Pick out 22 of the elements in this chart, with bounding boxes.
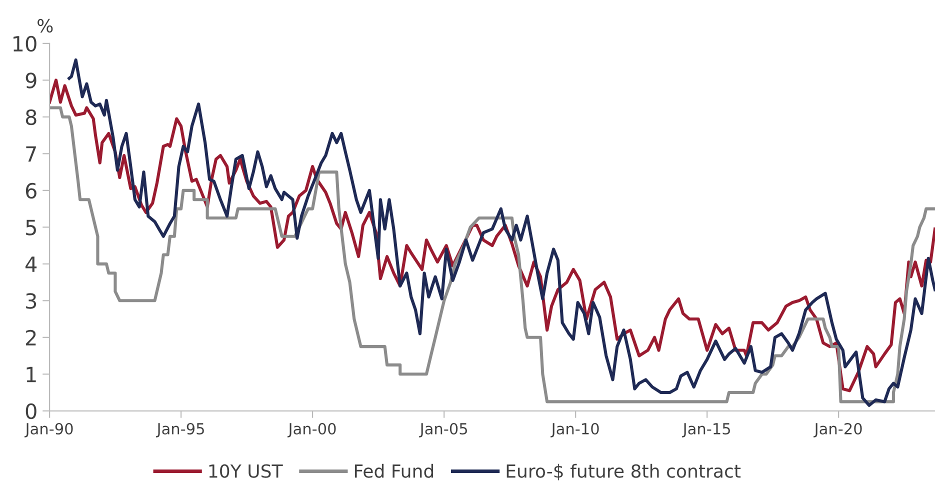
y-tick-label: 1 bbox=[26, 366, 36, 382]
y-tick-label: 8 bbox=[26, 109, 36, 126]
y-tick-label: 0 bbox=[26, 403, 36, 420]
y-axis-title: % bbox=[38, 18, 53, 33]
legend-label: Euro-$ future 8th contract bbox=[506, 464, 741, 480]
y-tick-label: 2 bbox=[26, 330, 36, 346]
y-tick-label: 6 bbox=[26, 182, 36, 199]
x-tick-label: Jan-15 bbox=[682, 423, 730, 438]
x-tick-label: Jan-05 bbox=[419, 422, 468, 438]
x-tick-label: Jan-10 bbox=[550, 422, 599, 438]
x-tick-label: Jan-90 bbox=[24, 422, 73, 438]
x-tick-label: Jan-95 bbox=[156, 422, 204, 438]
x-tick-label: Jan-00 bbox=[287, 422, 336, 438]
y-tick-label: 5 bbox=[26, 220, 36, 236]
y-tick-label: 9 bbox=[26, 72, 36, 88]
y-tick-label: 4 bbox=[26, 256, 37, 272]
y-tick-label: 7 bbox=[26, 146, 36, 162]
y-tick-label: 3 bbox=[26, 293, 36, 309]
x-tick-label: Jan-20 bbox=[814, 422, 862, 438]
y-tick-label: 10 bbox=[14, 36, 36, 52]
legend-label: 10Y UST bbox=[209, 464, 283, 478]
legend-label: Fed Fund bbox=[355, 464, 434, 478]
